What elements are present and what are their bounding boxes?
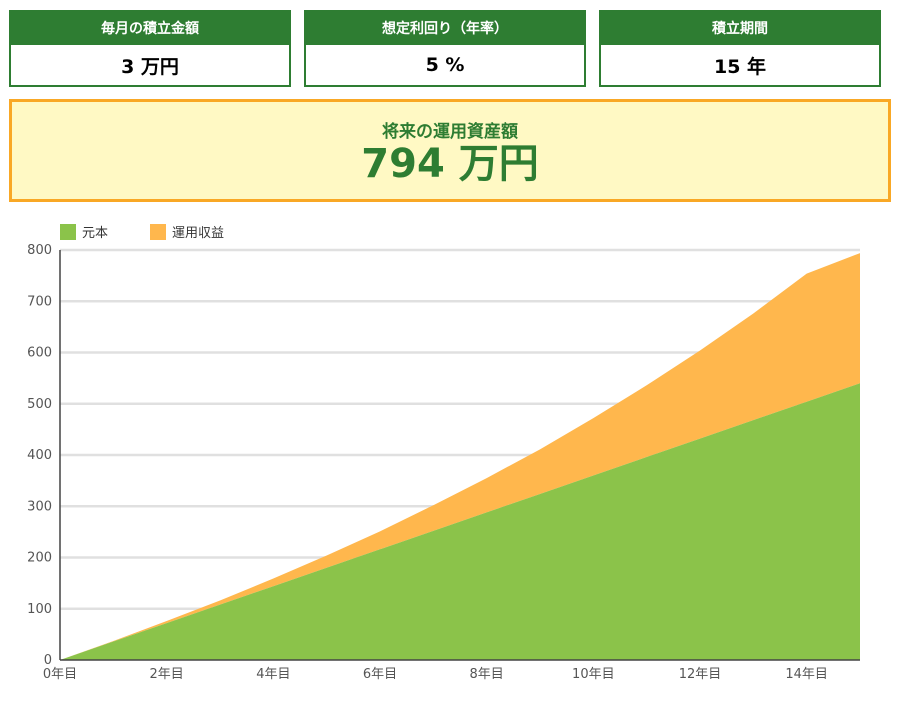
monthly-amount-value: 3 万円 <box>9 45 291 87</box>
gain-area <box>60 253 860 660</box>
y-tick-label-0: 0 <box>44 653 52 668</box>
y-tick-label-400: 400 <box>27 448 52 463</box>
x-tick-label-2: 2年目 <box>150 667 184 682</box>
y-tick-label-500: 500 <box>27 397 52 412</box>
monthly-amount-label: 毎月の積立金額 <box>9 10 291 45</box>
asset-growth-chart: 0 100 200 300 400 500 600 700 800 0年目 2年目 4年目 6年目 8年目… <box>27 224 860 682</box>
expected-return-value: 5 % <box>304 45 586 87</box>
monthly-amount-box: 毎月の積立金額 3 万円 <box>9 10 291 87</box>
x-tick-label-4: 4年目 <box>256 667 290 682</box>
y-tick-label-300: 300 <box>27 499 52 514</box>
legend-label-0: 元本 <box>82 226 108 241</box>
x-tick-label-8: 8年目 <box>470 667 504 682</box>
period-box: 積立期間 15 年 <box>599 10 881 87</box>
x-tick-label-0: 0年目 <box>43 667 77 682</box>
expected-return-label: 想定利回り（年率） <box>304 10 586 45</box>
y-tick-label-100: 100 <box>27 602 52 617</box>
legend-swatch-1 <box>150 224 166 240</box>
period-label: 積立期間 <box>599 10 881 45</box>
x-tick-label-12: 12年目 <box>679 667 722 682</box>
principal-area <box>60 383 860 660</box>
period-value: 15 年 <box>599 45 881 87</box>
future-value-label: 将来の運用資産額 <box>382 122 518 142</box>
x-tick-label-6: 6年目 <box>363 667 397 682</box>
legend-swatch-0 <box>60 224 76 240</box>
y-tick-label-800: 800 <box>27 243 52 258</box>
y-tick-label-200: 200 <box>27 551 52 566</box>
expected-return-box: 想定利回り（年率） 5 % <box>304 10 586 87</box>
y-tick-label-700: 700 <box>27 294 52 309</box>
legend-label-1: 運用収益 <box>172 226 224 241</box>
y-tick-label-600: 600 <box>27 346 52 361</box>
x-tick-label-14: 14年目 <box>785 667 828 682</box>
future-value-amount: 794 万円 <box>361 141 539 187</box>
x-tick-label-10: 10年目 <box>572 667 615 682</box>
future-value-panel: 将来の運用資産額 794 万円 <box>9 99 891 202</box>
